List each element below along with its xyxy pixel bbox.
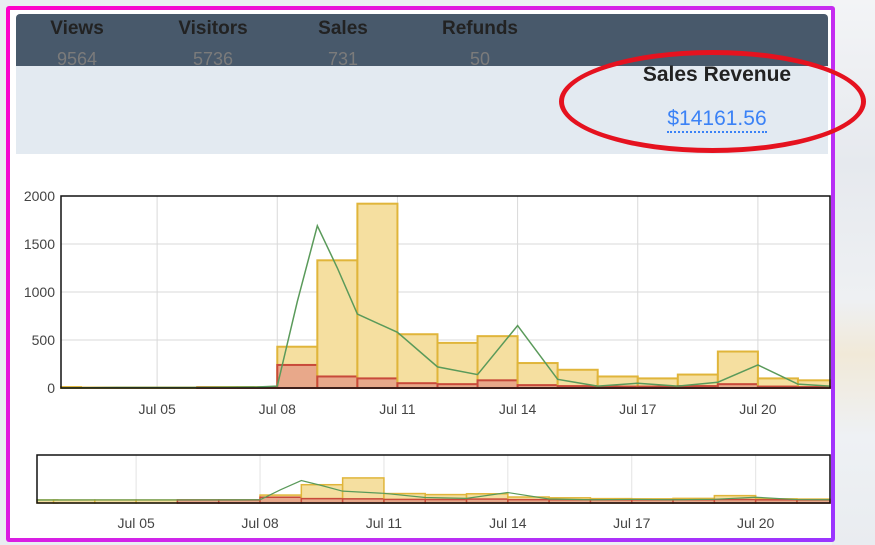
stat-label: Views xyxy=(50,18,104,39)
x-tick-label: Jul 14 xyxy=(499,401,537,417)
stat-label: Refunds xyxy=(442,18,518,39)
nav-x-tick-label: Jul 11 xyxy=(366,515,403,531)
nav-x-tick-label: Jul 14 xyxy=(489,515,527,531)
top-bar xyxy=(16,14,828,66)
plot-border xyxy=(60,195,831,389)
stats-bar xyxy=(16,66,828,154)
stat-value: 9564 xyxy=(56,49,98,69)
y-tick-label: 1000 xyxy=(24,284,55,300)
x-tick-label: Jul 05 xyxy=(138,401,176,417)
stat-label: Visitors xyxy=(178,18,248,39)
stat-refunds: Refunds 50 xyxy=(426,18,534,70)
navigator-border xyxy=(36,454,831,504)
sales-bar xyxy=(356,202,399,389)
nav-refund-bar xyxy=(259,496,303,504)
y-tick-label: 1500 xyxy=(24,236,55,252)
sales-bar xyxy=(716,350,759,389)
y-tick-label: 2000 xyxy=(24,188,55,204)
visitors-line xyxy=(60,223,831,389)
nav-x-tick-label: Jul 20 xyxy=(737,515,775,531)
refund-bar xyxy=(316,375,359,390)
x-tick-label: Jul 11 xyxy=(379,401,416,417)
sales-bar xyxy=(316,259,359,390)
background-blur xyxy=(832,0,875,545)
nav-visitors-line xyxy=(36,479,831,501)
x-tick-label: Jul 20 xyxy=(739,401,777,417)
nav-x-tick-label: Jul 17 xyxy=(613,515,651,531)
nav-x-tick-label: Jul 05 xyxy=(117,515,155,531)
stat-value: 50 xyxy=(469,49,491,69)
sales-bar xyxy=(436,341,479,390)
refund-bar xyxy=(356,377,399,389)
refund-bar xyxy=(276,363,319,389)
stat-visitors: Visitors 5736 xyxy=(163,18,263,70)
y-tick-label: 0 xyxy=(47,380,55,396)
revenue-value[interactable]: $14161.56 xyxy=(617,107,817,133)
revenue-label: Sales Revenue xyxy=(642,63,792,86)
stat-value: 5736 xyxy=(192,49,234,69)
x-tick-label: Jul 17 xyxy=(619,401,657,417)
stat-label: Sales xyxy=(318,18,368,39)
revenue-link[interactable]: $14161.56 xyxy=(667,107,767,133)
refund-bar xyxy=(476,379,519,390)
stat-views: Views 9564 xyxy=(33,18,121,70)
x-tick-label: Jul 08 xyxy=(259,401,297,417)
y-tick-label: 500 xyxy=(32,332,56,348)
nav-x-tick-label: Jul 08 xyxy=(241,515,279,531)
stat-sales: Sales 731 xyxy=(298,18,388,70)
stat-value: 731 xyxy=(327,49,359,69)
